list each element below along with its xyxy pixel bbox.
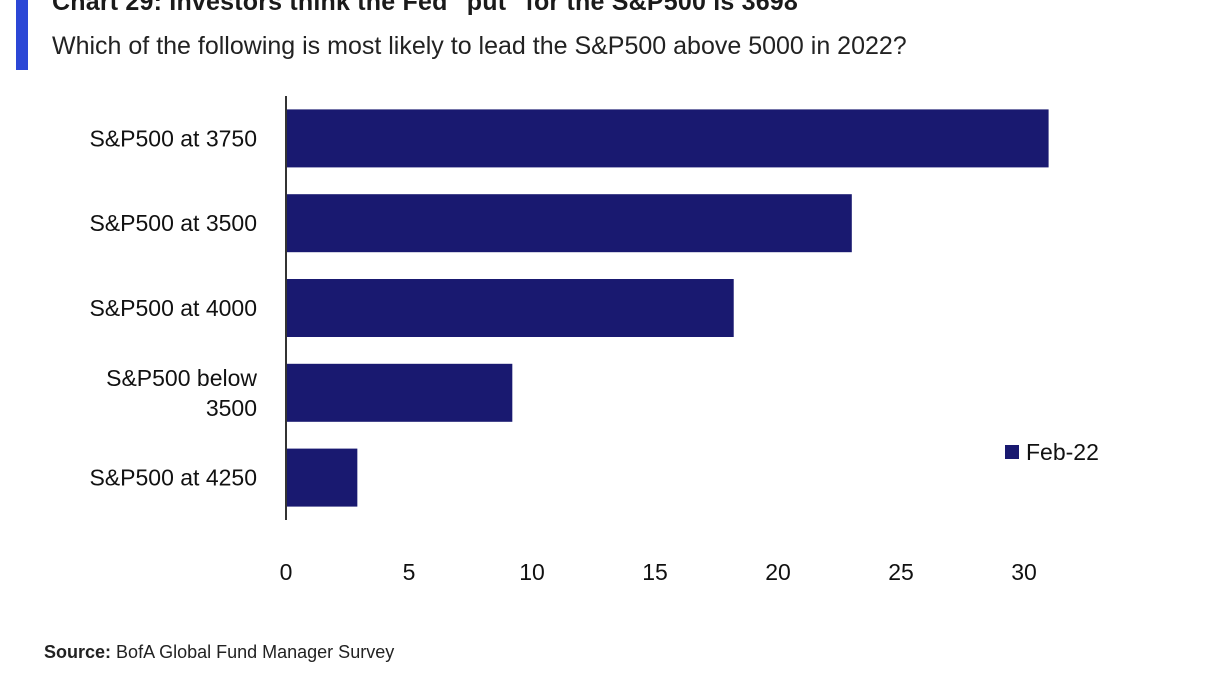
category-label-line: S&P500 below	[106, 365, 257, 391]
x-tick-labels: 0 5 10 15 20 25 30	[280, 559, 1037, 585]
x-tick-6: 30	[1011, 559, 1037, 585]
category-label-line: S&P500 at 4000	[89, 295, 257, 321]
bar-1	[286, 194, 852, 253]
source-label: Source:	[44, 642, 112, 662]
category-label-4: S&P500 at 4250	[89, 465, 257, 491]
category-label-line: S&P500 at 3500	[89, 210, 257, 236]
category-labels: S&P500 at 3750 S&P500 at 3500 S&P500 at 40…	[89, 125, 257, 490]
category-label-1: S&P500 at 3500	[89, 210, 257, 236]
chart-subtitle: Which of the following is most likely to…	[52, 32, 907, 60]
category-label-line: 3500	[206, 395, 257, 421]
chart-title: Chart 29: Investors think the Fed "put" …	[52, 0, 799, 16]
x-tick-0: 0	[280, 559, 293, 585]
bars-group	[286, 109, 1049, 507]
source-note: Source: BofA Global Fund Manager Survey	[44, 642, 394, 663]
bar-4	[286, 448, 358, 507]
source-text: BofA Global Fund Manager Survey	[116, 642, 395, 662]
x-tick-4: 20	[765, 559, 791, 585]
x-tick-1: 5	[403, 559, 416, 585]
bar-2	[286, 279, 734, 337]
bar-0	[286, 109, 1049, 168]
legend: Feb-22	[1005, 439, 1099, 465]
x-tick-2: 10	[519, 559, 545, 585]
legend-label: Feb-22	[1026, 439, 1099, 465]
category-label-2: S&P500 at 4000	[89, 295, 257, 321]
bar-3	[286, 363, 513, 422]
bar-chart: S&P500 at 3750 S&P500 at 3500 S&P500 at 40…	[89, 96, 1099, 585]
category-label-3: S&P500 below 3500	[106, 365, 257, 421]
title-accent-bar	[16, 0, 28, 70]
category-label-line: S&P500 at 4250	[89, 465, 257, 491]
category-label-0: S&P500 at 3750	[89, 125, 257, 151]
legend-swatch	[1005, 445, 1019, 459]
x-tick-5: 25	[888, 559, 914, 585]
x-tick-3: 15	[642, 559, 668, 585]
category-label-line: S&P500 at 3750	[89, 125, 257, 151]
